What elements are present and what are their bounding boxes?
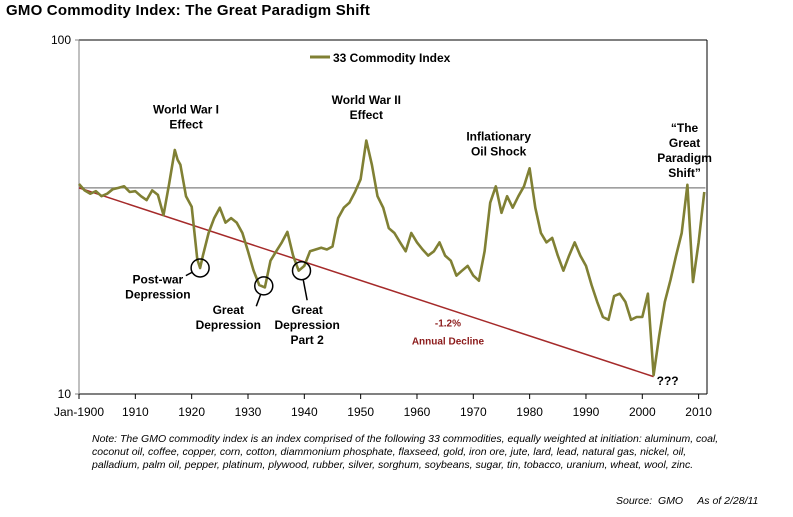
annotation-line: Effect [350, 108, 383, 122]
x-tick-label: 1960 [404, 405, 431, 419]
annotation-line: Depression [274, 318, 339, 332]
x-tick-label: 1980 [516, 405, 543, 419]
x-tick-label: Jan-1900 [54, 405, 104, 419]
annotation-line: Paradigm [657, 151, 712, 165]
x-tick-label: 1920 [178, 405, 205, 419]
annotation-text: World War I Effect [153, 102, 219, 131]
annotation-line: Annual Decline [412, 337, 485, 348]
series-layer [78, 139, 706, 377]
annotation: Inflationary Oil Shock [466, 130, 531, 159]
trend-line-layer [78, 187, 654, 378]
chart: 100 10 Jan-1900 1910 1920 1930 1940 1950 1960 197… [51, 33, 712, 419]
annotation-line: ??? [657, 374, 679, 388]
x-tick-label: 2010 [685, 405, 712, 419]
x-tick-label: 1940 [291, 405, 318, 419]
legend: 33 Commodity Index [310, 51, 451, 65]
annotation: -1.2% Annual Decline [412, 319, 485, 348]
leader-line [185, 271, 193, 277]
highlight-circle [190, 258, 210, 278]
annotation-text: Inflationary Oil Shock [466, 130, 531, 159]
annotation-line: Inflationary [466, 130, 531, 144]
annotation-line: Post-war [133, 273, 184, 287]
annotation: Post-war Depression [125, 258, 210, 302]
leader-line [255, 294, 262, 307]
y-tick-label: 10 [58, 387, 72, 401]
annotation-text: ??? [657, 374, 679, 388]
source-line: Source: GMO As of 2/28/11 [616, 495, 759, 507]
annotation-text: World War II Effect [332, 93, 401, 122]
annotation-line: Shift” [668, 166, 701, 180]
x-tick-label: 1970 [460, 405, 487, 419]
y-tick-label: 100 [51, 33, 71, 47]
annotation-text: Post-war Depression [125, 273, 190, 302]
annotation-line: “The [671, 121, 699, 135]
annotation-text: -1.2% Annual Decline [412, 319, 485, 348]
annotation-line: Great [669, 136, 700, 150]
annotation-line: -1.2% [435, 319, 461, 330]
x-tick-label: 1950 [347, 405, 374, 419]
x-tick-label: 1930 [235, 405, 262, 419]
annotation-line: Effect [169, 117, 202, 131]
annotation: Great Depression Part 2 [274, 260, 340, 347]
chart-title: GMO Commodity Index: The Great Paradigm … [6, 2, 371, 19]
annotation: “The Great Paradigm Shift” [657, 121, 712, 180]
annotation-line: World War I [153, 102, 219, 116]
annotation-line: Great [213, 303, 244, 317]
annotation-line: Oil Shock [471, 145, 527, 159]
highlight-circle [254, 276, 274, 296]
annotation: ??? [657, 374, 679, 388]
annotation-line: Part 2 [290, 333, 324, 347]
annotation-text: Great Depression [196, 303, 261, 332]
footnote: Note: The GMO commodity index is an inde… [92, 433, 719, 471]
annotation: World War I Effect [153, 102, 219, 131]
highlight-circle [291, 260, 312, 281]
annotation: World War II Effect [332, 93, 401, 122]
annotation-line: Great [291, 303, 322, 317]
x-tick-label: 1990 [573, 405, 600, 419]
leader-line [302, 279, 308, 301]
series-line-33-commodity-index [78, 139, 706, 377]
annotation-line: Depression [196, 318, 261, 332]
annotation-text: “The Great Paradigm Shift” [657, 121, 712, 180]
x-tick-label: 1910 [122, 405, 149, 419]
x-tick-label: 2000 [629, 405, 656, 419]
legend-label: 33 Commodity Index [333, 51, 451, 65]
annotation: Great Depression [196, 276, 274, 332]
axes: 100 10 Jan-1900 1910 1920 1930 1940 1950 1960 197… [51, 33, 712, 419]
trend-line [78, 187, 654, 378]
annotation-line: Depression [125, 288, 190, 302]
annotation-text: Great Depression Part 2 [274, 303, 339, 347]
annotation-line: World War II [332, 93, 401, 107]
